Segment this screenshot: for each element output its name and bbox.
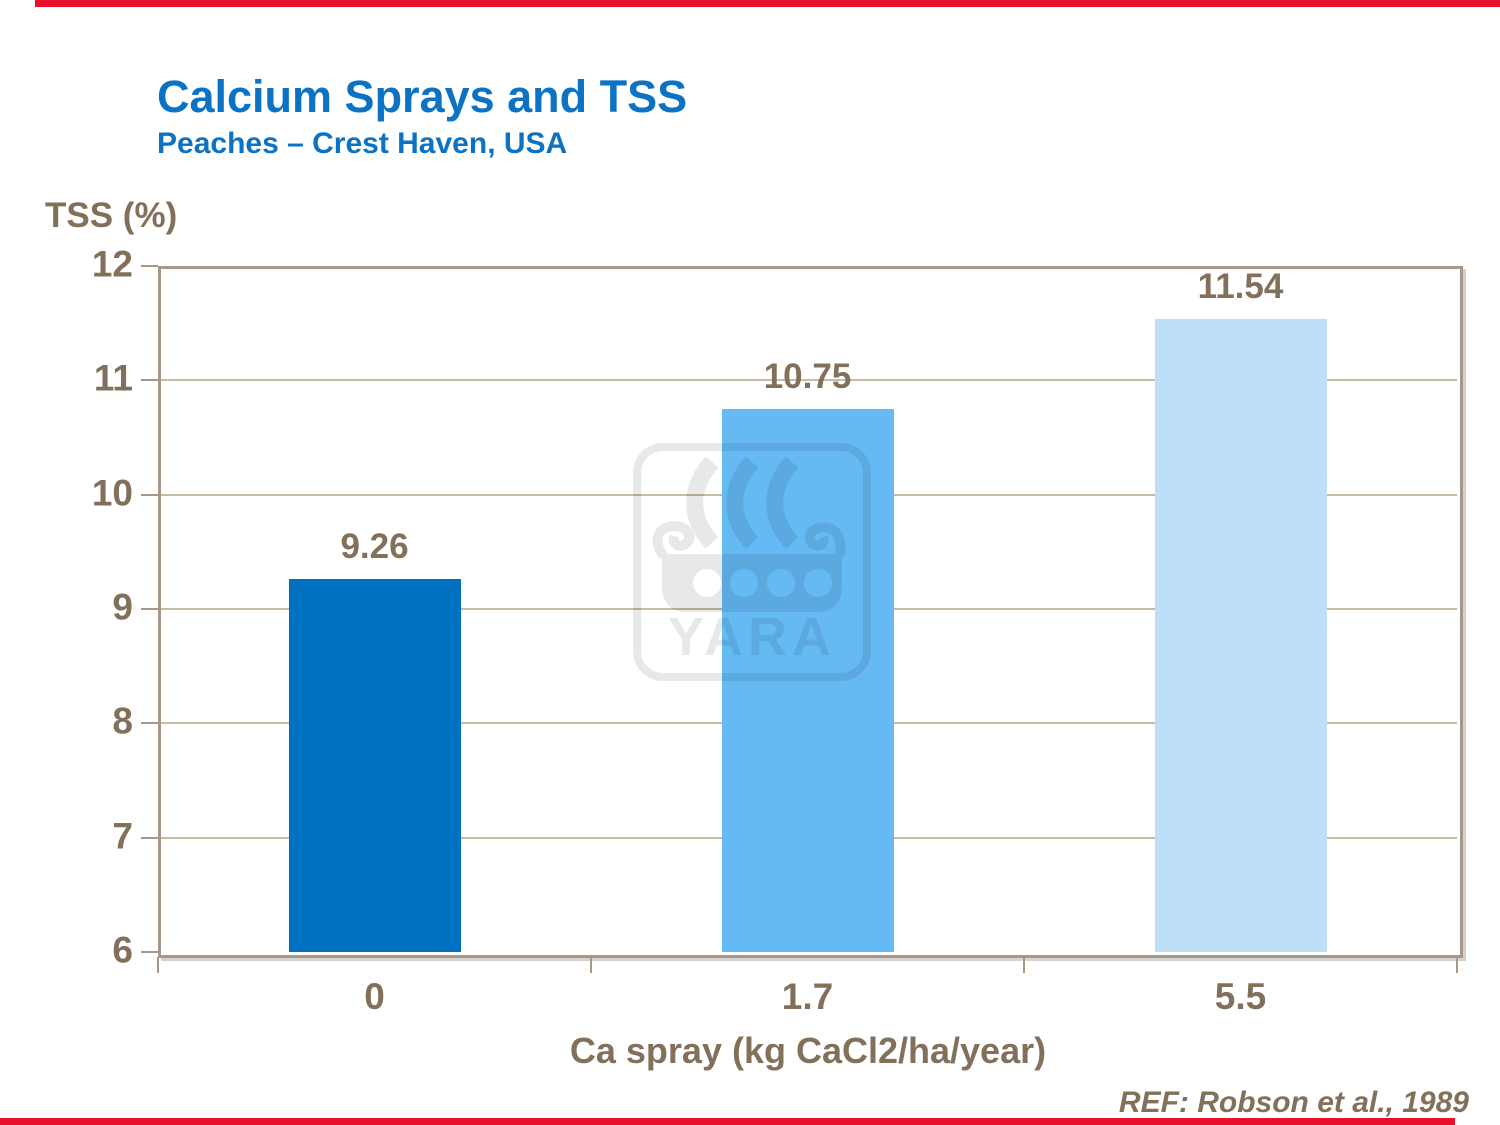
x-axis-tick-2 bbox=[1023, 957, 1025, 973]
x-category-label-1.7: 1.7 bbox=[781, 976, 834, 1017]
y-tick-label-11: 11 bbox=[93, 357, 133, 399]
reference-citation: REF: Robson et al., 1989 bbox=[1118, 1086, 1469, 1119]
y-axis-tick-10 bbox=[141, 493, 158, 496]
top-accent-bar bbox=[35, 0, 1500, 7]
bar-value-label-0: 9.26 bbox=[340, 527, 409, 567]
bar-value-label-5.5: 11.54 bbox=[1197, 266, 1284, 306]
x-axis-tick-1 bbox=[590, 957, 592, 973]
y-tick-label-9: 9 bbox=[112, 586, 133, 628]
bar-1.7 bbox=[721, 408, 894, 952]
y-tick-label-6: 6 bbox=[112, 929, 133, 971]
page-subtitle: Peaches – Crest Haven, USA bbox=[157, 127, 568, 160]
y-axis-tick-7 bbox=[141, 836, 158, 839]
x-category-label-5.5: 5.5 bbox=[1214, 976, 1267, 1017]
x-category-label-0: 0 bbox=[364, 976, 385, 1017]
page-title: Calcium Sprays and TSS bbox=[157, 71, 688, 122]
gridline-11 bbox=[161, 379, 1457, 382]
y-axis-tick-12 bbox=[141, 265, 158, 267]
y-tick-label-10: 10 bbox=[91, 471, 133, 513]
y-axis-tick-8 bbox=[141, 722, 158, 725]
y-axis-title: TSS (%) bbox=[45, 196, 178, 235]
y-tick-label-8: 8 bbox=[112, 700, 133, 742]
y-axis-tick-9 bbox=[141, 608, 158, 610]
x-axis-tick-0 bbox=[157, 957, 159, 973]
y-axis-tick-6 bbox=[141, 951, 158, 953]
yara-logo-watermark-icon: YARA bbox=[633, 443, 871, 681]
y-tick-label-12: 12 bbox=[91, 243, 133, 285]
y-tick-label-7: 7 bbox=[112, 814, 133, 856]
bar-0 bbox=[288, 579, 461, 952]
x-axis-title: Ca spray (kg CaCl2/ha/year) bbox=[569, 1030, 1047, 1071]
x-axis-tick-3 bbox=[1456, 957, 1458, 973]
watermark-brand-text: YARA bbox=[668, 607, 836, 667]
y-axis-tick-11 bbox=[141, 379, 158, 382]
bar-value-label-1.7: 10.75 bbox=[763, 356, 852, 396]
bottom-accent-bar bbox=[0, 1118, 1455, 1125]
bar-5.5 bbox=[1154, 318, 1327, 952]
